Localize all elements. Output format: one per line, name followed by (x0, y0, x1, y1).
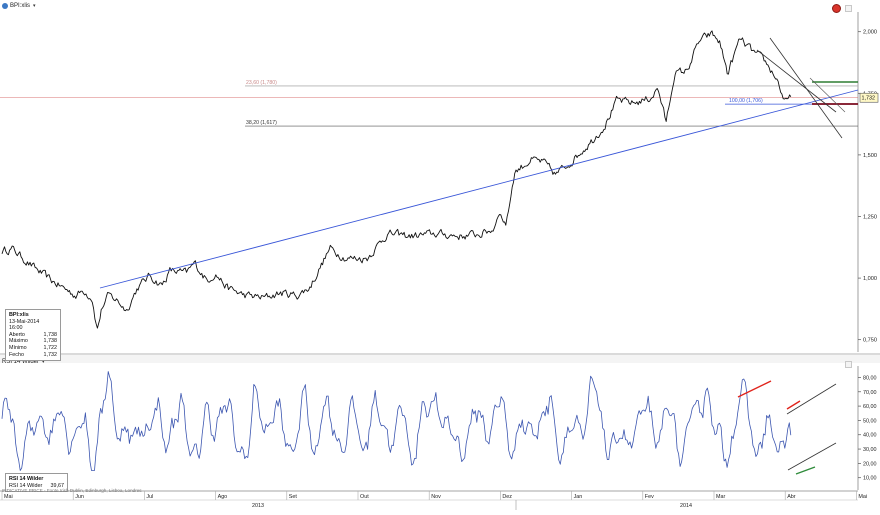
rsi-panel-maximize-icon[interactable] (845, 361, 852, 368)
price-y-tick-label: 1,500 (863, 153, 877, 159)
chevron-down-icon[interactable]: ▾ (33, 3, 36, 9)
rsi-y-tick-label: 20,00 (863, 461, 877, 467)
rsi-channel-upper (786, 383, 837, 415)
fib-level-label: 100,00 (1,706) (729, 98, 763, 104)
source-caption: INDICATIVE PRICE - Fonte Irish Dublin, E… (2, 488, 142, 493)
price-info-title: BPI:xlis (9, 312, 29, 318)
month-label: Fev (645, 494, 654, 500)
month-label: Abr (787, 494, 796, 500)
month-label: Out (360, 494, 369, 500)
rsi-y-tick-label: 40,00 (863, 433, 877, 439)
month-label: Mai (858, 494, 867, 500)
rsi-panel-header-bar (0, 355, 880, 363)
month-label: Mai (4, 494, 13, 500)
instrument-icon (2, 3, 8, 9)
rsi-y-tick-label: 80,00 (863, 375, 877, 381)
year-label: 2014 (680, 503, 692, 509)
price-y-tick-label: 2,000 (863, 30, 877, 36)
rsi-support-line-green (795, 466, 816, 475)
month-label: Nov (431, 494, 441, 500)
rsi-info-row: RSI 14 Wilder 39,67 (9, 482, 64, 489)
price-info-box: BPI:xlis 13-Mai-2014 16:00 Aberto 1,738 … (5, 309, 61, 362)
rsi-y-tick-label: 60,00 (863, 404, 877, 410)
chevron-down-icon[interactable]: ▾ (42, 359, 45, 365)
price-series-line (1, 30, 792, 329)
rsi-y-tick-label: 30,00 (863, 447, 877, 453)
price-y-tick-label: 1,250 (863, 214, 877, 220)
last-price-label: 1,732 (862, 96, 876, 102)
maximize-icon[interactable] (845, 5, 852, 12)
downtrend-channel-lower (756, 49, 837, 113)
price-info-row: Máximo 1,738 (9, 338, 57, 345)
rsi-y-tick-label: 10,00 (863, 476, 877, 482)
rsi-info-box: RSI 14 Wilder RSI 14 Wilder 39,67 (5, 473, 68, 493)
rsi-divergence-line-red (737, 380, 772, 398)
instrument-label: BPI:xlis (10, 3, 31, 9)
price-info-row: Mínimo 1,722 (9, 344, 57, 351)
price-info-row: 13-Mai-2014 16:00 (9, 318, 40, 332)
rsi-panel-selector[interactable]: RSI 14 Wilder ▾ (2, 359, 45, 365)
month-label: Ago (218, 494, 228, 500)
rsi-divergence-line-red (786, 400, 801, 410)
rsi-series-line (1, 371, 792, 471)
instrument-selector[interactable]: BPI:xlis ▾ (2, 3, 36, 9)
rsi-y-tick-label: 50,00 (863, 418, 877, 424)
month-label: Set (289, 494, 298, 500)
month-label: Jan (574, 494, 583, 500)
rsi-channel-lower (787, 442, 837, 471)
long-term-trendline (99, 89, 859, 289)
downtrend-channel-mid (809, 77, 846, 113)
month-label: Jul (146, 494, 153, 500)
last-price-tag (859, 92, 879, 103)
rsi-panel-label: RSI 14 Wilder (2, 359, 40, 365)
price-y-tick-label: 1,000 (863, 276, 877, 282)
rsi-y-tick-label: 70,00 (863, 390, 877, 396)
price-info-row: Aberto 1,738 (9, 331, 57, 338)
price-y-tick-label: 0,750 (863, 338, 877, 344)
rsi-info-title: RSI 14 Wilder (9, 476, 44, 482)
fib-level-label: 23,60 (1,780) (246, 80, 277, 86)
price-info-row: Fecho 1,732 (9, 351, 57, 358)
fib-level-label: 38,20 (1,617) (246, 120, 277, 126)
close-icon[interactable] (832, 4, 841, 13)
year-label: 2013 (252, 503, 264, 509)
month-label: Jun (75, 494, 84, 500)
month-label: Dez (502, 494, 512, 500)
month-label: Mar (716, 494, 725, 500)
